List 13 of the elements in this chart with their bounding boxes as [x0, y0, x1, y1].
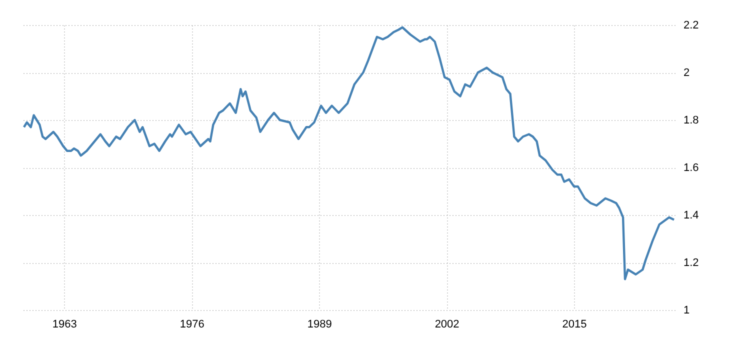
y-tick-label: 2.2 — [684, 20, 699, 32]
x-tick-label: 2002 — [434, 318, 460, 330]
y-tick-label: 1.8 — [684, 114, 699, 126]
x-tick-label: 2015 — [562, 318, 587, 330]
y-tick-label: 1.6 — [684, 162, 699, 174]
line-series — [22, 26, 676, 280]
x-tick-label: 1989 — [307, 318, 332, 330]
y-tick-label: 1 — [684, 304, 690, 316]
y-tick-label: 1.4 — [684, 210, 699, 222]
x-tick-label: 1963 — [52, 318, 77, 330]
y-tick-label: 1.2 — [684, 257, 699, 269]
x-tick-label: 1976 — [180, 318, 204, 330]
y-tick-label: 2 — [684, 67, 690, 79]
